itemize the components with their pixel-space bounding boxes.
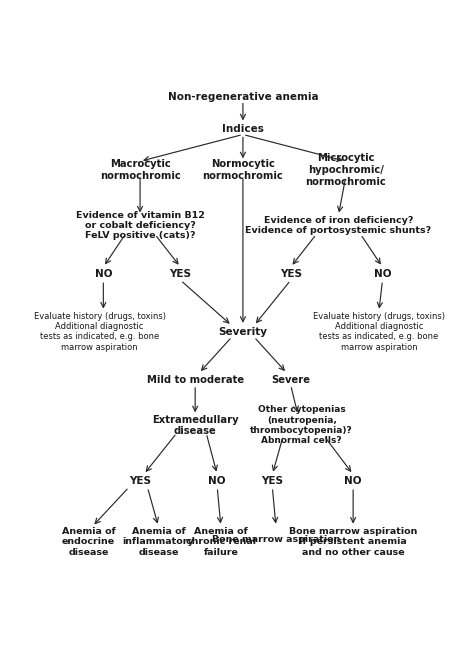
Text: NO: NO: [374, 269, 391, 279]
Text: YES: YES: [280, 269, 301, 279]
Text: Anemia of
endocrine
disease: Anemia of endocrine disease: [62, 527, 116, 556]
Text: Normocytic
normochromic: Normocytic normochromic: [202, 159, 283, 181]
Text: Other cytopenias
(neutropenia,
thrombocytopenia)?
Abnormal cells?: Other cytopenias (neutropenia, thrombocy…: [250, 405, 353, 445]
Text: NO: NO: [95, 269, 112, 279]
Text: NO: NO: [209, 476, 226, 486]
Text: Non-regenerative anemia: Non-regenerative anemia: [168, 91, 318, 102]
Text: Bone marrow aspiration: Bone marrow aspiration: [212, 535, 340, 544]
Text: YES: YES: [261, 476, 283, 486]
Text: YES: YES: [129, 476, 151, 486]
Text: Extramedullary
disease: Extramedullary disease: [152, 415, 238, 436]
Text: Anemia of
inflammatory
disease: Anemia of inflammatory disease: [123, 527, 194, 556]
Text: Macrocytic
normochromic: Macrocytic normochromic: [100, 159, 181, 181]
Text: Evidence of iron deficiency?
Evidence of portosystemic shunts?: Evidence of iron deficiency? Evidence of…: [246, 216, 431, 235]
Text: NO: NO: [345, 476, 362, 486]
Text: Evaluate history (drugs, toxins)
Additional diagnostic
tests as indicated, e.g. : Evaluate history (drugs, toxins) Additio…: [34, 311, 165, 352]
Text: Evaluate history (drugs, toxins)
Additional diagnostic
tests as indicated, e.g. : Evaluate history (drugs, toxins) Additio…: [313, 311, 445, 352]
Text: Evidence of vitamin B12
or cobalt deficiency?
FeLV positive (cats)?: Evidence of vitamin B12 or cobalt defici…: [76, 211, 204, 240]
Text: Bone marrow aspiration
If persistent anemia
and no other cause: Bone marrow aspiration If persistent ane…: [289, 527, 417, 556]
Text: Mild to moderate: Mild to moderate: [146, 375, 244, 385]
Text: Indices: Indices: [222, 124, 264, 135]
Text: YES: YES: [170, 269, 191, 279]
Text: Severe: Severe: [271, 375, 310, 385]
Text: Severity: Severity: [219, 327, 267, 337]
Text: Microcytic
hypochromic/
normochromic: Microcytic hypochromic/ normochromic: [305, 153, 386, 187]
Text: Anemia of
chronic renal
failure: Anemia of chronic renal failure: [186, 527, 256, 556]
